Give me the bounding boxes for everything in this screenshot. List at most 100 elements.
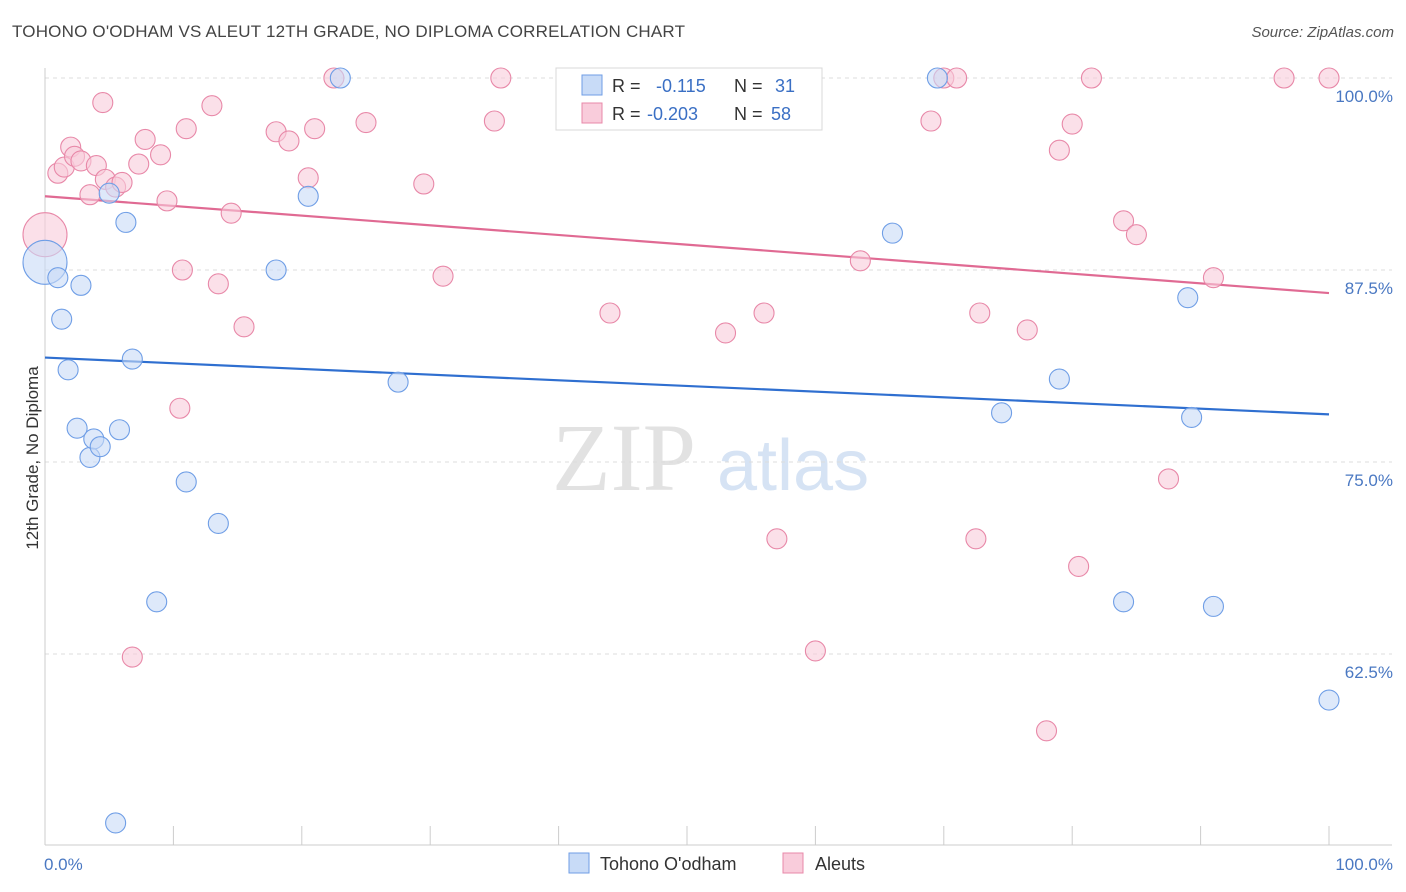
legend-r-tohono: -0.115 <box>656 76 706 96</box>
point-tohono-26 <box>1177 287 1199 309</box>
y-tick-label-0: 62.5% <box>1345 663 1393 682</box>
point-aleuts-36 <box>714 322 737 344</box>
point-tohono-18 <box>297 185 319 207</box>
point-aleuts-19 <box>175 118 197 140</box>
point-tohono-19 <box>329 67 351 89</box>
point-aleuts-42 <box>920 110 942 132</box>
point-tohono-21 <box>881 222 903 244</box>
point-aleuts-33 <box>490 67 512 89</box>
point-tohono-15 <box>175 471 197 493</box>
y-axis-title: 12th Grade, No Diploma <box>23 366 42 550</box>
point-aleuts-45 <box>965 528 987 550</box>
point-aleuts-17 <box>169 397 191 419</box>
point-aleuts-14 <box>134 128 156 150</box>
point-aleuts-57 <box>1273 67 1295 89</box>
y-tick-label-1: 75.0% <box>1345 471 1393 490</box>
point-tohono-13 <box>121 348 143 370</box>
point-aleuts-53 <box>1113 210 1135 232</box>
point-aleuts-51 <box>1068 555 1090 577</box>
bottom-legend-label-tohono: Tohono O'odham <box>600 854 737 874</box>
bottom-legend-swatch-tohono <box>568 852 590 874</box>
point-aleuts-6 <box>79 184 101 206</box>
point-aleuts-46 <box>969 302 991 324</box>
data-points <box>22 67 1340 834</box>
point-tohono-14 <box>146 591 168 613</box>
point-aleuts-50 <box>1061 113 1083 135</box>
legend-r-label-tohono: R = <box>612 76 641 96</box>
point-tohono-2 <box>51 308 73 330</box>
point-aleuts-21 <box>207 273 229 295</box>
point-tohono-9 <box>98 182 120 204</box>
x-tick-labels: 0.0% 100.0% <box>44 855 1393 874</box>
point-tohono-24 <box>1048 368 1070 390</box>
point-tohono-29 <box>1318 689 1340 711</box>
point-aleuts-20 <box>201 95 223 117</box>
point-aleuts-30 <box>413 173 435 195</box>
point-aleuts-29 <box>355 111 377 134</box>
point-tohono-4 <box>66 417 88 439</box>
point-tohono-11 <box>108 419 131 441</box>
point-aleuts-48 <box>1035 720 1058 742</box>
watermark-atlas: atlas <box>717 426 869 506</box>
point-tohono-23 <box>991 402 1013 424</box>
point-aleuts-12 <box>121 646 143 668</box>
legend-n-label-aleuts: N = <box>734 104 763 124</box>
point-aleuts-22 <box>220 202 242 224</box>
y-tick-label-2: 87.5% <box>1345 279 1393 298</box>
point-aleuts-40 <box>804 640 826 662</box>
legend-n-tohono: 31 <box>775 76 795 96</box>
point-tohono-28 <box>1202 595 1224 617</box>
point-tohono-17 <box>265 259 287 281</box>
trend-line-tohono <box>44 356 1330 416</box>
point-tohono-27 <box>1181 406 1203 429</box>
legend-r-aleuts: -0.203 <box>647 104 698 124</box>
point-aleuts-58 <box>1318 67 1340 89</box>
watermark-zip: ZIP <box>552 404 696 511</box>
point-aleuts-18 <box>171 259 193 281</box>
x-tick-label-1: 100.0% <box>1335 855 1393 874</box>
point-aleuts-13 <box>128 153 150 175</box>
point-aleuts-27 <box>304 118 326 140</box>
point-tohono-25 <box>1113 591 1135 613</box>
trend-line-aleuts <box>44 195 1330 295</box>
point-aleuts-39 <box>766 528 788 550</box>
point-aleuts-38 <box>753 302 775 324</box>
point-aleuts-55 <box>1157 468 1180 490</box>
legend-swatch-tohono <box>581 74 603 96</box>
point-tohono-10 <box>105 812 127 834</box>
point-aleuts-52 <box>1080 67 1103 89</box>
point-aleuts-44 <box>946 67 968 89</box>
stats-legend: R = -0.115 N = 31 R = -0.203 N = 58 <box>555 67 823 131</box>
point-aleuts-41 <box>849 250 871 272</box>
point-tohono-20 <box>387 371 409 393</box>
point-aleuts-49 <box>1048 139 1070 161</box>
point-aleuts-25 <box>278 130 300 152</box>
legend-swatch-aleuts <box>581 102 603 124</box>
legend-n-aleuts: 58 <box>771 104 791 124</box>
trend-lines <box>44 195 1330 416</box>
point-aleuts-8 <box>92 92 114 114</box>
point-tohono-3 <box>57 359 79 381</box>
source-note: Source: ZipAtlas.com <box>1251 24 1394 41</box>
point-tohono-1 <box>47 267 69 289</box>
x-tick-label-0: 0.0% <box>44 855 83 874</box>
point-aleuts-54 <box>1125 224 1147 246</box>
point-aleuts-16 <box>156 190 178 212</box>
point-tohono-5 <box>70 274 92 296</box>
legend-r-label-aleuts: R = <box>612 104 641 124</box>
point-aleuts-23 <box>233 316 255 338</box>
point-tohono-16 <box>207 512 229 534</box>
bottom-legend-label-aleuts: Aleuts <box>815 854 865 874</box>
point-aleuts-32 <box>483 110 505 132</box>
y-tick-label-3: 100.0% <box>1335 87 1393 106</box>
y-tick-labels: 62.5% 75.0% 87.5% 100.0% <box>1335 87 1393 682</box>
point-tohono-8 <box>89 436 111 458</box>
point-aleuts-47 <box>1016 319 1038 341</box>
series-legend: Tohono O'odham Aleuts <box>568 852 865 874</box>
point-aleuts-56 <box>1202 267 1224 289</box>
axes <box>44 68 1392 846</box>
legend-n-label-tohono: N = <box>734 76 763 96</box>
point-tohono-12 <box>115 211 137 233</box>
point-aleuts-34 <box>599 302 621 324</box>
point-tohono-22 <box>926 67 948 89</box>
